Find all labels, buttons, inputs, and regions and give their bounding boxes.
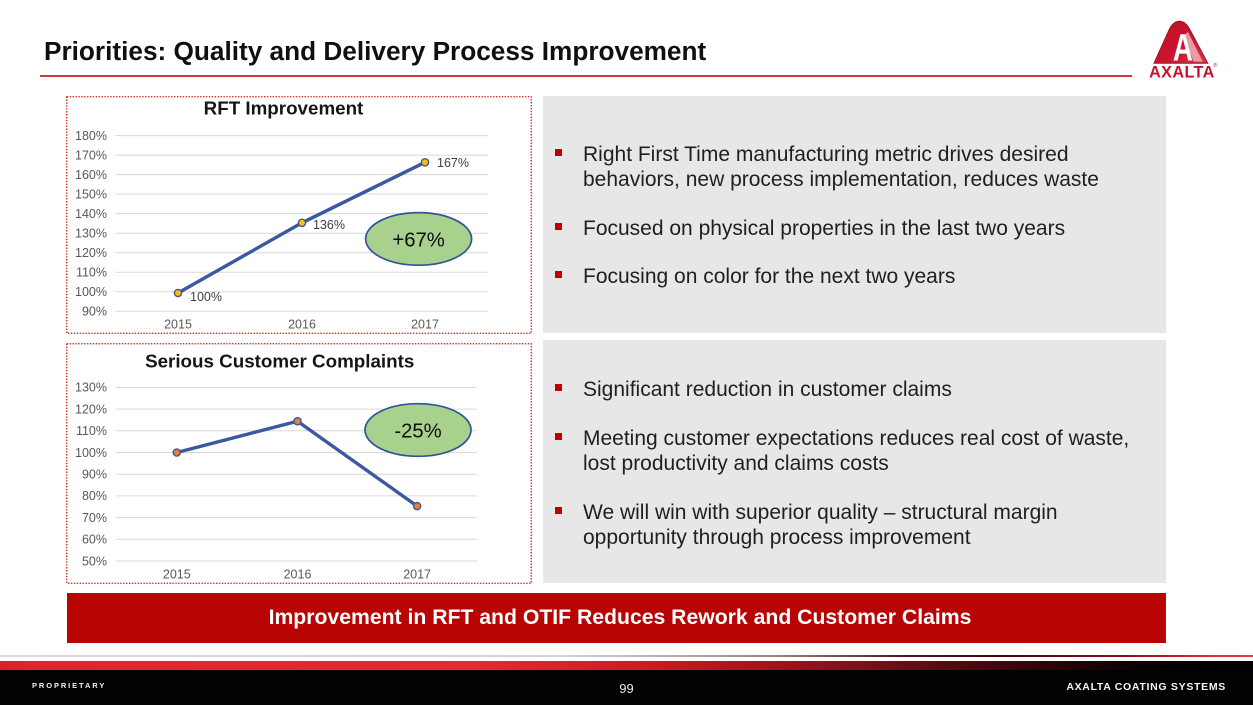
svg-text:100%: 100% [75, 285, 107, 299]
svg-text:2017: 2017 [403, 568, 431, 582]
svg-text:100%: 100% [75, 446, 107, 460]
svg-text:90%: 90% [82, 468, 107, 482]
svg-text:110%: 110% [76, 266, 107, 280]
svg-text:2016: 2016 [284, 568, 312, 582]
svg-text:130%: 130% [75, 227, 107, 241]
svg-text:100%: 100% [190, 290, 222, 304]
svg-text:120%: 120% [75, 402, 107, 416]
svg-text:60%: 60% [82, 533, 107, 547]
svg-text:160%: 160% [75, 168, 107, 182]
svg-text:2015: 2015 [163, 568, 191, 582]
svg-text:+67%: +67% [392, 230, 444, 252]
svg-text:90%: 90% [82, 305, 107, 319]
svg-text:130%: 130% [75, 381, 107, 395]
svg-text:140%: 140% [75, 207, 107, 221]
svg-text:170%: 170% [75, 148, 107, 162]
svg-text:AXALTA: AXALTA [1149, 64, 1215, 82]
svg-text:150%: 150% [75, 187, 107, 201]
svg-text:167%: 167% [437, 156, 469, 170]
svg-text:50%: 50% [82, 554, 107, 568]
svg-text:-25%: -25% [394, 421, 441, 443]
svg-text:80%: 80% [82, 489, 107, 503]
svg-text:®: ® [1214, 62, 1218, 69]
svg-text:110%: 110% [76, 424, 107, 438]
svg-text:Serious Customer Complaints: Serious Customer Complaints [145, 351, 414, 372]
svg-text:180%: 180% [75, 129, 107, 143]
svg-text:2017: 2017 [411, 318, 439, 332]
svg-text:136%: 136% [313, 218, 345, 232]
svg-text:120%: 120% [75, 246, 107, 260]
svg-text:2015: 2015 [164, 318, 192, 332]
svg-text:A: A [1173, 27, 1193, 69]
svg-text:70%: 70% [82, 511, 107, 525]
svg-text:2016: 2016 [288, 318, 316, 332]
svg-text:RFT Improvement: RFT Improvement [204, 98, 364, 119]
